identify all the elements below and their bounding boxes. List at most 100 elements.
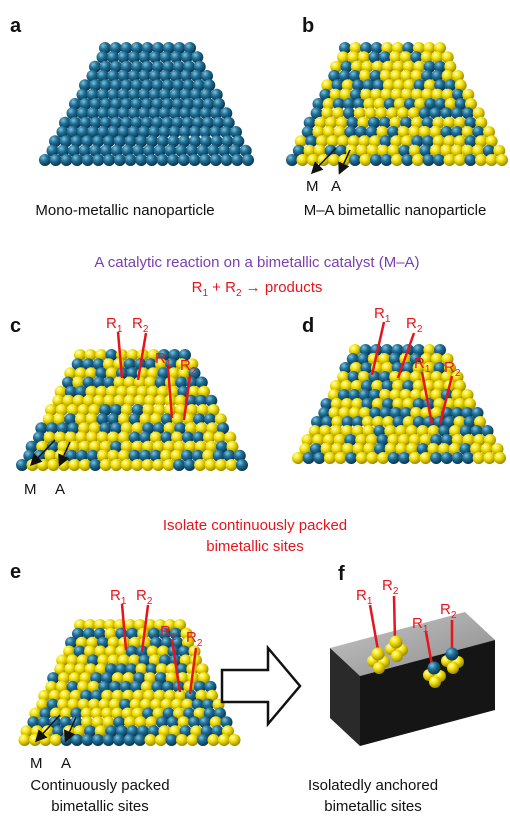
atom: [446, 648, 459, 661]
reactant-main: R: [155, 350, 166, 367]
heading: bimetallic sites: [206, 538, 304, 555]
atom: [218, 734, 230, 746]
reactant-sub: 2: [393, 586, 399, 597]
atom: [390, 636, 403, 649]
atom: [142, 459, 154, 471]
atom: [146, 154, 158, 166]
nanoparticle: [19, 619, 241, 746]
atom: [420, 452, 432, 464]
atom: [339, 154, 351, 166]
atom: [335, 452, 347, 464]
reactant-main: R: [136, 587, 147, 604]
atom: [286, 154, 298, 166]
reaction-equation: R1 + R2 → products: [192, 279, 323, 299]
atom: [366, 452, 378, 464]
atom: [125, 154, 137, 166]
atom: [345, 452, 357, 464]
reactant-label: R2: [136, 587, 153, 607]
atom: [145, 734, 157, 746]
metal-label: A: [61, 755, 71, 772]
reactant-main: R: [106, 315, 117, 332]
atom: [242, 154, 254, 166]
atom: [27, 459, 39, 471]
nanoparticle: [39, 42, 254, 166]
panel-letter: b: [302, 15, 314, 37]
process-arrow: [222, 648, 300, 724]
atom: [58, 459, 70, 471]
atom: [131, 459, 143, 471]
atom: [205, 459, 217, 471]
reactant-main: R: [382, 577, 393, 594]
atom: [373, 662, 385, 674]
reactant-sub: 1: [171, 632, 177, 643]
atom: [388, 452, 400, 464]
caption: Continuously packed: [30, 777, 169, 794]
atom: [155, 734, 167, 746]
atom: [236, 459, 248, 471]
eq-part: + R: [208, 279, 236, 296]
reactant-main: R: [110, 587, 121, 604]
reactant-main: R: [444, 359, 455, 376]
atom: [454, 154, 466, 166]
reactant-main: R: [186, 629, 197, 646]
atom: [19, 734, 31, 746]
panel-letter: c: [10, 315, 21, 337]
reactant-sub: 2: [197, 638, 203, 649]
reactant-sub: 2: [417, 324, 423, 335]
atom: [210, 154, 222, 166]
atom: [121, 459, 133, 471]
atom: [16, 459, 28, 471]
reactant-main: R: [356, 587, 367, 604]
atom: [92, 734, 104, 746]
atom: [328, 154, 340, 166]
atom: [163, 459, 175, 471]
metal-label: A: [331, 178, 341, 195]
atom: [71, 154, 83, 166]
eq-part: → products: [242, 279, 323, 296]
atom: [360, 154, 372, 166]
atom: [50, 154, 62, 166]
heading: Isolate continuously packed: [163, 517, 347, 534]
reactant-label: R2: [382, 577, 399, 597]
reactant-sub: 2: [455, 368, 461, 379]
atom: [229, 734, 241, 746]
atom: [231, 154, 243, 166]
atom: [372, 648, 385, 661]
eq-part: R: [192, 279, 203, 296]
atom: [452, 452, 464, 464]
atom: [441, 452, 453, 464]
reaction-title: A catalytic reaction on a bimetallic cat…: [94, 254, 419, 271]
caption: Mono-metallic nanoparticle: [35, 202, 214, 219]
bond: [394, 596, 395, 640]
metal-label: A: [55, 481, 65, 498]
reactant-main: R: [160, 623, 171, 640]
atom: [68, 459, 80, 471]
nanoparticle: [286, 42, 508, 166]
atom: [215, 459, 227, 471]
atom: [173, 459, 185, 471]
atom: [475, 154, 487, 166]
atom: [110, 459, 122, 471]
reactant-sub: 1: [385, 314, 391, 325]
metal-label: M: [24, 481, 37, 498]
atom: [429, 676, 441, 688]
reactant-label: R1: [106, 315, 123, 335]
atom: [199, 154, 211, 166]
atom: [100, 459, 112, 471]
atom: [114, 154, 126, 166]
atom: [82, 734, 94, 746]
atom: [303, 452, 315, 464]
atom: [184, 459, 196, 471]
caption: bimetallic sites: [51, 798, 149, 815]
metal-label: M: [306, 178, 319, 195]
reactant-main: R: [132, 315, 143, 332]
atom: [349, 154, 361, 166]
reactant-sub: 2: [451, 610, 457, 621]
atom: [134, 734, 146, 746]
panel-letter: a: [10, 15, 22, 37]
caption: M–A bimetallic nanoparticle: [304, 202, 487, 219]
atom: [313, 452, 325, 464]
atom: [370, 154, 382, 166]
atom: [486, 154, 498, 166]
atom: [292, 452, 304, 464]
